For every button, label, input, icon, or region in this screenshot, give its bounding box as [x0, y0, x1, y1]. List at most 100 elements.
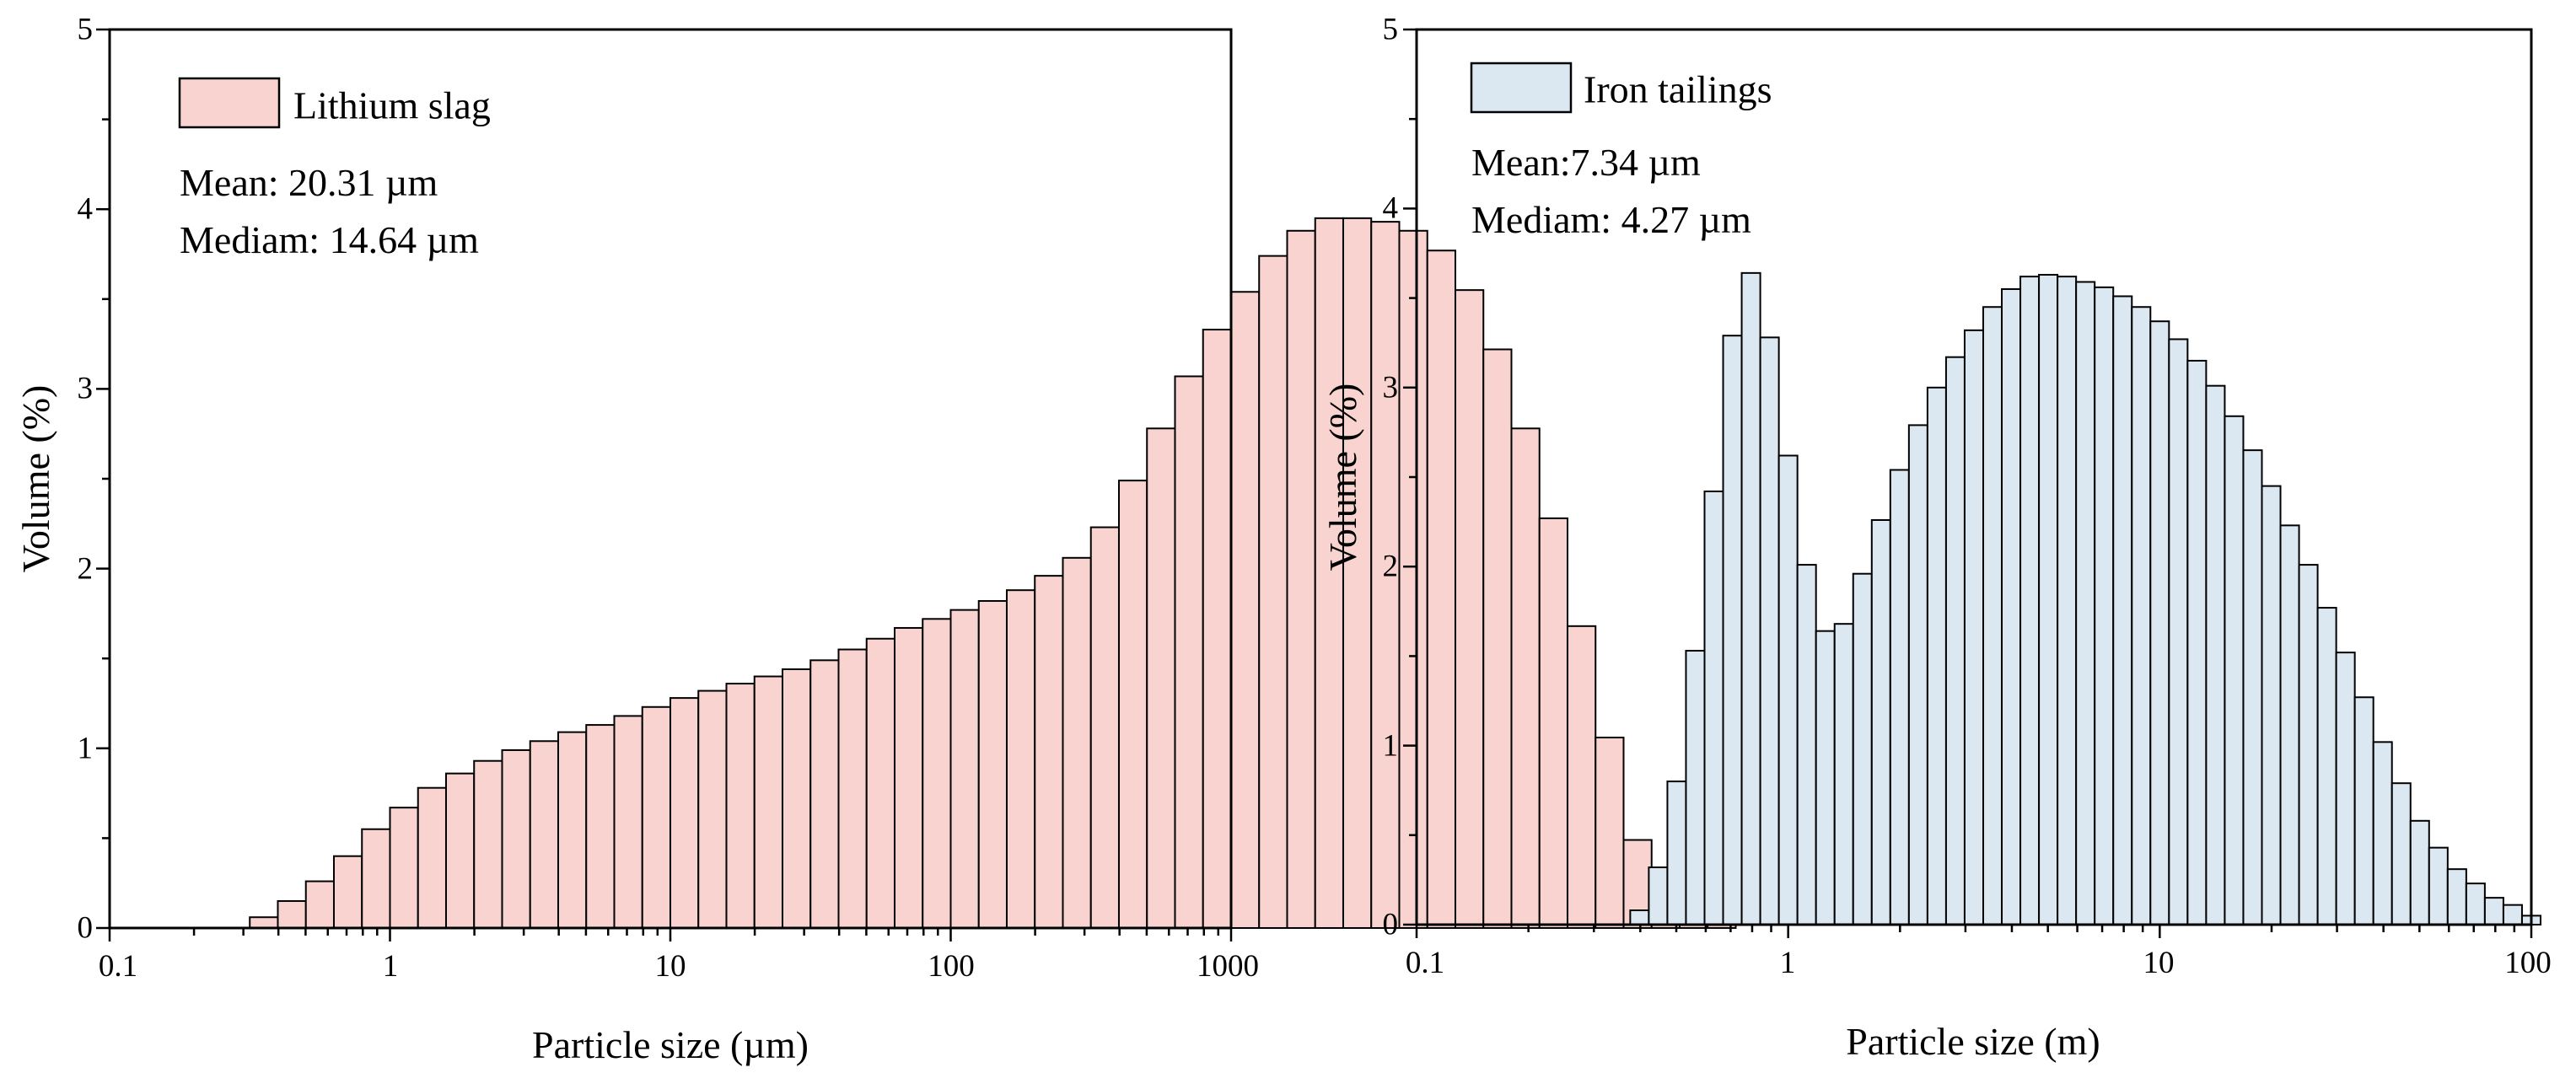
- bar-left-37: [1286, 229, 1316, 929]
- bar-left-23: [893, 626, 924, 930]
- bar-left-9: [501, 748, 531, 929]
- bar-left-7: [444, 772, 476, 930]
- bar-left-14: [641, 705, 671, 929]
- ticks-right: [1403, 28, 2533, 938]
- legend-swatch-iron-tailings: [1470, 62, 1573, 114]
- bar-left-30: [1089, 526, 1120, 929]
- bar-right-28: [2149, 320, 2170, 925]
- bar-right-18: [1963, 329, 1984, 925]
- bar-left-1: [277, 900, 307, 930]
- bar-right-7: [1759, 336, 1780, 925]
- bar-left-17: [725, 683, 756, 929]
- x-tick-label-right-1: 1: [1780, 946, 1796, 980]
- y-axis-label-left: Volume (%): [14, 385, 57, 573]
- annotation-median-lithium: Mediam: 14.64 µm: [180, 218, 479, 261]
- y-tick-label-left-0: 0: [78, 911, 94, 946]
- ticks-left: [96, 28, 1233, 941]
- bar-right-6: [1740, 271, 1761, 925]
- bar-right-25: [2094, 286, 2115, 925]
- bar-right-42: [2409, 819, 2430, 925]
- bar-left-36: [1258, 255, 1288, 929]
- x-tick-label-left-2: 10: [655, 949, 686, 984]
- bar-left-45: [1510, 427, 1541, 929]
- bar-right-10: [1815, 630, 1836, 925]
- y-tick-label-right-4: 4: [1383, 191, 1399, 226]
- bar-right-12: [1852, 572, 1873, 925]
- bar-right-44: [2446, 868, 2467, 926]
- bar-left-34: [1202, 329, 1232, 930]
- bar-right-38: [2335, 652, 2356, 926]
- bar-right-15: [1907, 424, 1928, 925]
- bar-left-25: [949, 609, 980, 929]
- bar-left-26: [977, 599, 1008, 929]
- bar-left-33: [1174, 375, 1204, 930]
- y-tick-label-left-1: 1: [78, 732, 94, 766]
- bar-right-5: [1722, 335, 1743, 925]
- bar-right-4: [1703, 490, 1724, 925]
- bar-left-21: [837, 648, 868, 929]
- bar-right-34: [2261, 485, 2282, 925]
- bar-left-6: [417, 786, 447, 930]
- x-tick-label-left-4: 1000: [1197, 949, 1259, 984]
- bar-left-46: [1538, 517, 1568, 930]
- bar-right-11: [1833, 623, 1854, 925]
- bar-left-10: [529, 740, 559, 930]
- bar-left-39: [1342, 217, 1373, 929]
- bar-left-18: [753, 675, 783, 930]
- bar-left-22: [865, 637, 895, 929]
- bar-right-1: [1648, 866, 1669, 926]
- bar-right-32: [2224, 415, 2245, 925]
- bar-left-32: [1146, 427, 1176, 929]
- bar-right-9: [1796, 564, 1817, 926]
- bar-left-20: [809, 659, 840, 930]
- bar-left-43: [1454, 289, 1485, 929]
- bar-left-5: [389, 807, 419, 929]
- bar-right-43: [2428, 846, 2449, 925]
- bar-right-41: [2390, 782, 2412, 926]
- bar-left-16: [697, 689, 728, 930]
- bar-right-2: [1666, 781, 1687, 926]
- bar-left-4: [361, 828, 391, 929]
- bar-left-41: [1398, 229, 1428, 929]
- legend-label-iron-tailings: Iron tailings: [1584, 68, 1772, 111]
- y-tick-label-right-3: 3: [1383, 371, 1399, 405]
- bar-left-44: [1482, 348, 1513, 929]
- x-tick-label-right-0: 0.1: [1406, 946, 1444, 980]
- bar-left-24: [922, 618, 952, 929]
- bar-right-39: [2353, 696, 2374, 925]
- bar-left-27: [1005, 589, 1036, 929]
- bar-left-15: [669, 697, 700, 929]
- bar-right-3: [1685, 650, 1706, 926]
- bar-right-33: [2242, 449, 2263, 925]
- x-tick-label-left-3: 100: [928, 949, 975, 984]
- x-axis-label-left: Particle size (µm): [532, 1023, 809, 1066]
- bar-right-36: [2298, 564, 2319, 926]
- bar-right-29: [2168, 338, 2189, 925]
- bar-left-3: [332, 855, 363, 929]
- legend-label-lithium-slag: Lithium slag: [293, 84, 491, 127]
- bar-right-19: [1982, 306, 2003, 926]
- y-tick-label-left-4: 4: [78, 192, 94, 227]
- bar-right-0: [1629, 909, 1650, 926]
- y-tick-label-right-5: 5: [1383, 13, 1399, 47]
- y-tick-label-right-0: 0: [1383, 908, 1399, 942]
- bar-right-46: [2483, 897, 2504, 926]
- bar-left-31: [1117, 480, 1148, 929]
- bar-right-26: [2112, 295, 2133, 926]
- bar-left-28: [1034, 575, 1064, 929]
- bar-left-8: [473, 759, 503, 929]
- y-axis-label-right: Volume (%): [1321, 384, 1364, 571]
- bar-left-0: [249, 916, 279, 929]
- bar-left-29: [1062, 556, 1092, 929]
- bar-right-17: [1944, 356, 1966, 925]
- annotation-mean-iron: Mean:7.34 µm: [1471, 141, 1701, 184]
- bar-left-12: [585, 724, 616, 930]
- x-axis-label-right: Particle size (m): [1846, 1020, 2100, 1063]
- bar-left-38: [1314, 217, 1344, 929]
- chart-lithium-slag: 0 1 2 3 4 5 0.1 1 10 100 1000 Particle s…: [14, 13, 1737, 1066]
- y-tick-label-right-2: 2: [1383, 550, 1399, 584]
- bar-left-48: [1595, 737, 1625, 930]
- x-tick-label-right-2: 10: [2143, 946, 2175, 980]
- bar-right-16: [1926, 386, 1947, 925]
